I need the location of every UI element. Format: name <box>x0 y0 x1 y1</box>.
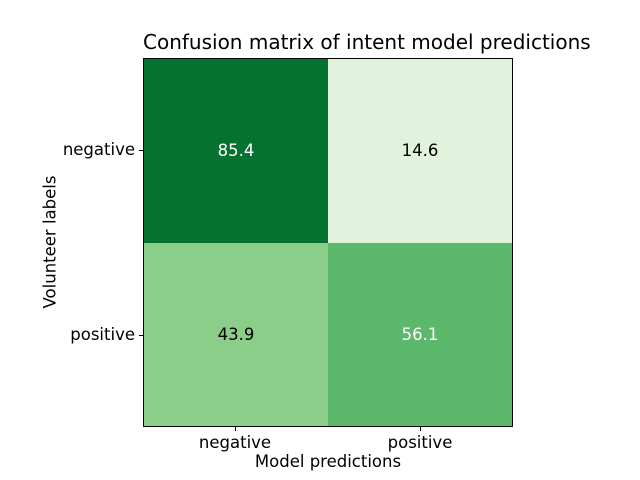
x-axis-label: Model predictions <box>254 452 402 471</box>
y-tick-label-positive: positive <box>70 325 135 344</box>
heatmap-cell-positive-positive: 56.1 <box>328 242 512 426</box>
x-tick-label-negative: negative <box>198 433 272 452</box>
heatmap-cell-negative-positive: 14.6 <box>328 59 512 243</box>
x-tick-label-positive: positive <box>387 433 453 452</box>
heatmap-cell-positive-negative: 43.9 <box>144 242 328 426</box>
y-tick-mark-positive <box>139 335 143 336</box>
chart-title: Confusion matrix of intent model predict… <box>143 30 591 54</box>
x-tick-mark-negative <box>235 427 236 431</box>
x-tick-mark-positive <box>420 427 421 431</box>
y-tick-label-negative: negative <box>62 140 135 159</box>
heatmap-plot: 85.4 14.6 43.9 56.1 <box>143 58 513 427</box>
heatmap-cell-negative-negative: 85.4 <box>144 59 328 243</box>
y-tick-mark-negative <box>139 150 143 151</box>
y-axis-label: Volunteer labels <box>40 175 60 309</box>
